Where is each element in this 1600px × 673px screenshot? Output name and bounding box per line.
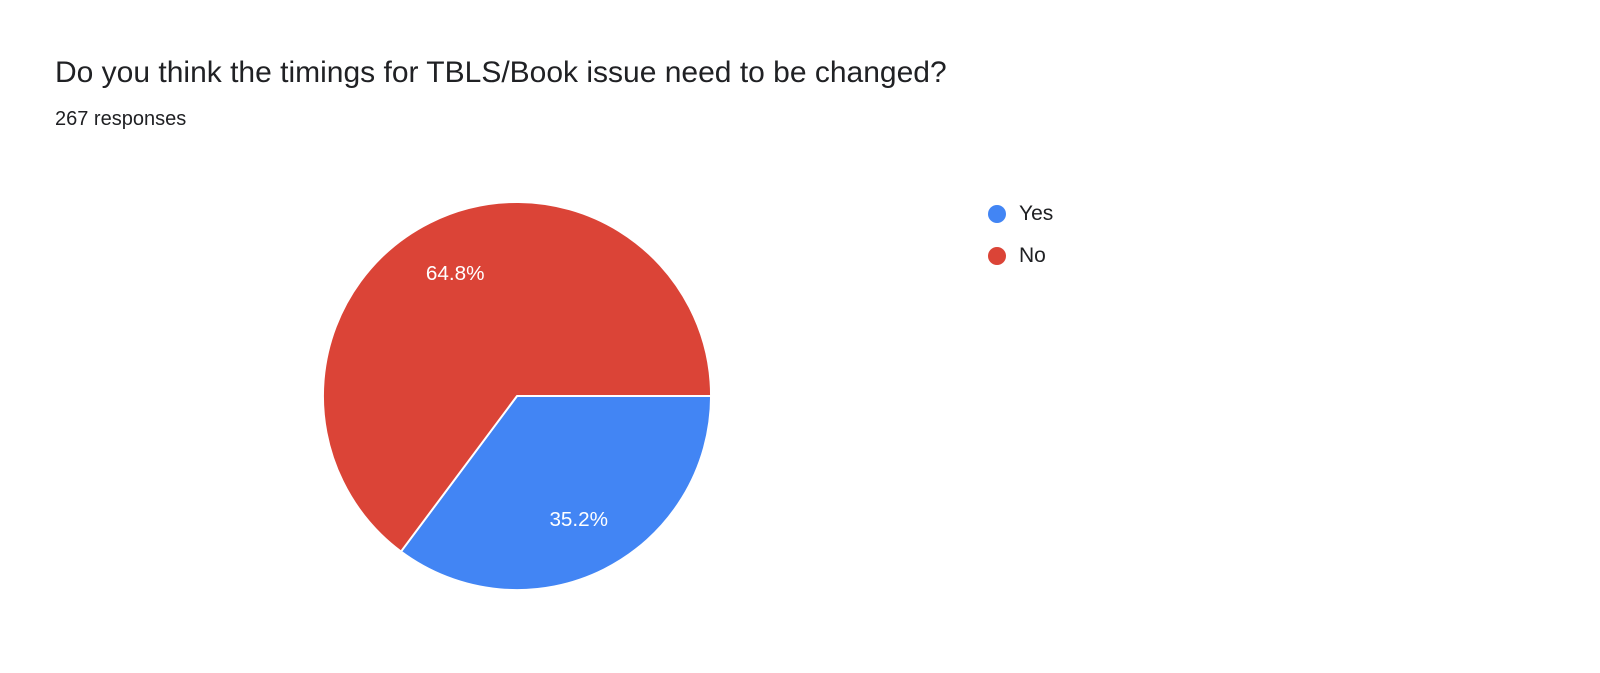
legend-label-yes: Yes — [1019, 202, 1054, 225]
legend-swatch-yes-icon — [988, 204, 1006, 223]
pie-slice-label-no: 64.8% — [426, 262, 485, 285]
pie-slice-label-yes: 35.2% — [549, 508, 608, 531]
legend-item-no: No — [988, 243, 1053, 268]
question-title: Do you think the timings for TBLS/Book i… — [55, 56, 947, 89]
legend-item-yes: Yes — [988, 201, 1053, 226]
legend-swatch-no-icon — [988, 246, 1006, 265]
pie-slice-no[interactable] — [321, 201, 713, 553]
pie-chart: 35.2% 64.8% — [321, 201, 713, 592]
pie-slice-yes[interactable] — [399, 395, 713, 592]
legend-label-no: No — [1019, 244, 1046, 267]
responses-count: 267 responses — [55, 108, 187, 130]
chart-legend: Yes No — [988, 201, 1053, 268]
